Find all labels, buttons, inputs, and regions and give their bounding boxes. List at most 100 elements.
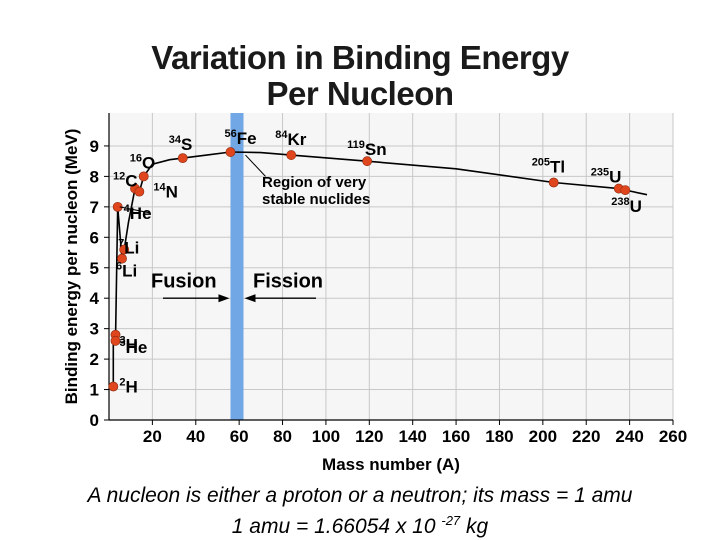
x-tick-label: 40 (186, 427, 205, 446)
binding-energy-chart: 20 40 60 80 100 120 140 160 180 200 220 240 26001234… (62, 113, 687, 474)
y-tick-label: 4 (90, 289, 100, 308)
y-axis-label: Binding energy per nucleon (MeV) (62, 129, 81, 405)
y-tick-label: 3 (90, 320, 99, 339)
point-3He (110, 335, 121, 346)
mass-number: 205 (532, 156, 550, 168)
point-label-56Fe: 56Fe (224, 128, 256, 148)
element-symbol: S (181, 135, 192, 154)
x-tick-label: 120 (355, 427, 383, 446)
point-16O (138, 171, 149, 182)
point-label-14N: 14N (153, 182, 178, 202)
element-symbol: Li (124, 238, 139, 257)
point-label-34S: 34S (169, 134, 193, 154)
x-tick-label: 80 (273, 427, 292, 446)
chart-title-line-1: Variation in Binding Energy (151, 39, 569, 76)
mass-number: 2 (119, 377, 125, 389)
caption-unit: kg (460, 515, 489, 538)
mass-number: 6 (116, 261, 122, 273)
point-34S (177, 153, 188, 164)
point-205Tl (548, 177, 559, 188)
mass-number: 3 (120, 337, 126, 349)
mass-number: 12 (113, 171, 125, 183)
stable-region-band (230, 113, 244, 420)
caption-line-1: A nucleon is either a proton or a neutro… (87, 484, 633, 507)
point-label-3He: 3He (120, 337, 148, 357)
point-6Li (117, 253, 127, 264)
point-4He (112, 201, 123, 212)
y-tick-label: 2 (90, 350, 99, 369)
element-symbol: H (125, 378, 137, 397)
element-symbol: U (630, 197, 642, 216)
mass-number: 34 (169, 134, 182, 146)
y-tick-label: 6 (90, 228, 99, 247)
element-symbol: Kr (287, 130, 306, 149)
y-tick-label: 9 (90, 137, 99, 156)
x-tick-label: 160 (442, 427, 470, 446)
mass-number: 56 (224, 128, 236, 140)
element-symbol: He (130, 204, 152, 223)
element-symbol: Sn (365, 140, 387, 159)
point-7Li (119, 244, 130, 255)
stable-region-leader-line (245, 154, 266, 177)
element-symbol: U (609, 168, 621, 187)
x-tick-label: 260 (659, 427, 687, 446)
helium-leader-line (119, 206, 150, 214)
chart-title-line-2: Per Nucleon (266, 75, 454, 112)
point-label-2H: 2H (119, 377, 137, 397)
element-symbol: C (125, 172, 137, 191)
x-tick-label: 240 (615, 427, 643, 446)
x-axis-label: Mass number (A) (322, 455, 460, 474)
x-tick-label: 220 (572, 427, 600, 446)
tick-labels: 20 40 60 80 100 120 140 160 180 200 220 240 26001234… (62, 129, 687, 474)
caption-amu-text: 1 amu = 1.66054 x 10 (231, 515, 442, 538)
element-symbol: N (166, 183, 178, 202)
element-symbol: Li (122, 262, 137, 281)
point-14N (134, 186, 145, 197)
mass-number: 7 (118, 237, 124, 249)
fusion-label: Fusion (151, 271, 217, 293)
x-tick-label: 200 (529, 427, 557, 446)
point-label-12C: 12C (113, 171, 138, 191)
x-tick-label: 60 (230, 427, 249, 446)
stable-region-label-line-1: Region of very (262, 174, 367, 191)
point-238U (620, 185, 631, 196)
axes (108, 113, 673, 421)
mass-number: 3 (120, 335, 126, 347)
caption-line-2: 1 amu = 1.66054 x 10 -27 kg (0, 509, 720, 539)
point-2H (108, 381, 119, 392)
point-119Sn (362, 156, 373, 167)
point-label-7Li: 7Li (118, 237, 139, 257)
mass-number: 16 (130, 152, 142, 164)
mass-number: 238 (611, 196, 629, 208)
point-label-119Sn: 119Sn (347, 139, 386, 159)
y-tick-label: 7 (90, 198, 99, 217)
element-symbol: H (126, 336, 138, 355)
point-label-238U: 238U (611, 196, 642, 216)
point-label-3H: 3H (120, 335, 138, 355)
x-tick-label: 140 (399, 427, 427, 446)
y-tick-label: 8 (90, 167, 99, 186)
element-symbol: He (126, 338, 148, 357)
y-tick-label: 5 (90, 259, 99, 278)
caption-exponent: -27 (441, 513, 461, 528)
fusion-arrow-head (218, 294, 230, 303)
point-label-84Kr: 84Kr (275, 129, 307, 149)
point-84Kr (286, 150, 297, 160)
binding-energy-curve (111, 151, 648, 388)
point-label-6Li: 6Li (116, 261, 137, 281)
mass-number: 84 (275, 129, 288, 141)
element-symbol: O (142, 153, 155, 172)
element-symbol: Tl (550, 157, 565, 176)
point-label-235U: 235U (591, 167, 622, 187)
fission-arrow-head (244, 294, 256, 303)
element-symbol: Fe (237, 129, 257, 148)
x-tick-label: 180 (485, 427, 513, 446)
mass-number: 235 (591, 167, 609, 179)
fission-label: Fission (253, 271, 323, 293)
mass-number: 119 (347, 139, 365, 151)
y-tick-label: 0 (90, 411, 99, 430)
point-label-205Tl: 205Tl (532, 156, 565, 176)
point-56Fe (225, 147, 236, 157)
